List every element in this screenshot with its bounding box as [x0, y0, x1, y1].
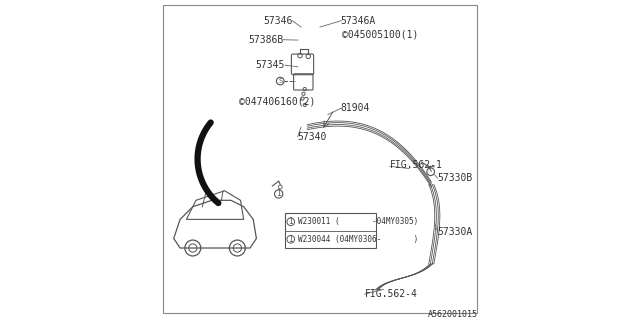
Text: 57386B: 57386B	[248, 35, 284, 45]
Text: 57330B: 57330B	[438, 173, 473, 183]
Text: 57340: 57340	[298, 132, 327, 142]
Text: 1: 1	[289, 235, 293, 244]
Bar	[285, 213, 376, 248]
Text: FIG.562-1: FIG.562-1	[390, 160, 443, 170]
Text: 57330A: 57330A	[438, 227, 473, 237]
Text: 57346: 57346	[264, 16, 293, 26]
Text: 1: 1	[276, 189, 281, 198]
Text: ©047406160(2): ©047406160(2)	[239, 97, 316, 107]
Text: A562001015: A562001015	[428, 310, 477, 319]
Text: ©045005100(1): ©045005100(1)	[342, 30, 419, 40]
Text: S: S	[278, 78, 282, 84]
Text: FIG.562-4: FIG.562-4	[365, 289, 417, 299]
Text: W230044 (04MY0306-       ): W230044 (04MY0306- )	[298, 235, 418, 244]
Text: 57346A: 57346A	[340, 16, 376, 26]
Text: 81904: 81904	[340, 103, 370, 113]
Text: 57345: 57345	[255, 60, 285, 70]
Text: 1: 1	[289, 217, 293, 226]
Text: W230011 (       -04MY0305): W230011 ( -04MY0305)	[298, 217, 418, 226]
